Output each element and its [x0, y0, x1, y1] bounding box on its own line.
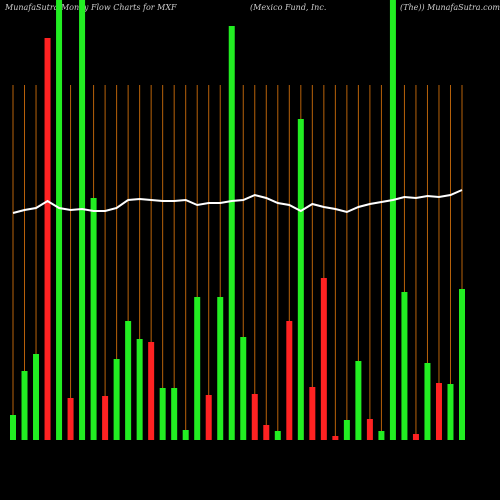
- bar: [378, 431, 385, 440]
- bar: [10, 415, 16, 440]
- bar: [33, 354, 40, 440]
- bar: [194, 297, 201, 440]
- bar: [286, 321, 293, 440]
- bar: [389, 0, 396, 440]
- bar: [148, 342, 155, 440]
- bar: [102, 396, 109, 440]
- bar: [309, 387, 316, 440]
- bar: [447, 384, 454, 440]
- bar: [159, 388, 166, 440]
- bar: [182, 430, 189, 440]
- bar: [125, 321, 132, 440]
- bar: [136, 339, 143, 440]
- bar: [435, 383, 442, 440]
- bar: [332, 436, 339, 440]
- bar: [90, 198, 97, 440]
- bar: [401, 292, 408, 440]
- bar: [171, 388, 178, 440]
- bar: [79, 0, 86, 440]
- bar: [459, 289, 465, 440]
- bar: [251, 394, 258, 440]
- bar: [67, 398, 74, 440]
- bar: [56, 0, 63, 440]
- chart-title: (Mexico Fund, Inc.: [250, 3, 326, 12]
- bar: [366, 419, 373, 440]
- bar: [21, 371, 28, 440]
- bar: [343, 420, 350, 440]
- chart-title: MunafaSutra Money Flow Charts for MXF: [4, 3, 177, 12]
- bar: [217, 297, 224, 440]
- bar: [228, 26, 235, 440]
- bar: [424, 363, 431, 440]
- bar: [274, 431, 281, 440]
- bar: [205, 395, 212, 440]
- line: [12, 189, 463, 214]
- bar: [355, 361, 362, 440]
- bar: [263, 425, 270, 440]
- bar: [320, 278, 327, 440]
- bar: [240, 337, 247, 440]
- bar: [44, 38, 51, 440]
- chart-title: (The)) MunafaSutra.com: [400, 3, 500, 12]
- bar: [412, 434, 419, 440]
- bar: [297, 119, 304, 440]
- bar: [113, 359, 120, 440]
